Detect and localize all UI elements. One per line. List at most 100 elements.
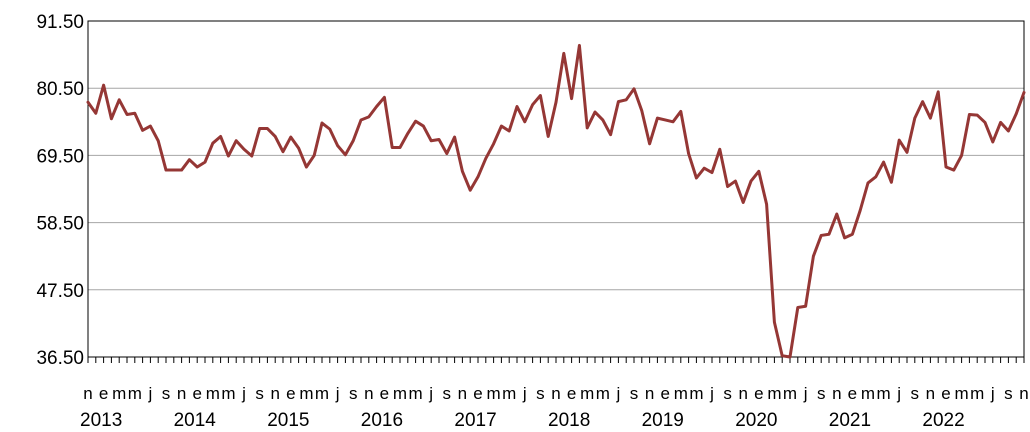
data-point	[1022, 91, 1026, 94]
data-point	[203, 160, 207, 164]
data-point	[866, 181, 870, 185]
x-month-label: m	[689, 384, 703, 403]
data-point	[937, 90, 940, 94]
x-month-label: j	[148, 384, 153, 403]
x-month-label: e	[99, 384, 108, 403]
x-month-label: e	[473, 384, 482, 403]
y-tick-label: 47.50	[36, 281, 84, 302]
series-line	[86, 43, 1026, 359]
x-month-label: s	[723, 384, 732, 403]
data-point	[188, 158, 191, 161]
y-tick-label: 80.50	[36, 79, 84, 100]
y-axis-tick-labels: 36.50 47.50 58.50 69.50 80.50 91.50	[36, 12, 84, 369]
data-point	[796, 306, 799, 309]
data-point	[882, 160, 885, 164]
data-point	[110, 117, 113, 120]
data-point	[874, 175, 877, 178]
data-point	[352, 139, 355, 142]
x-month-label: m	[970, 384, 984, 403]
data-point	[547, 135, 550, 138]
data-point	[757, 170, 760, 173]
data-point	[164, 168, 168, 172]
x-month-label: n	[270, 384, 279, 403]
data-point	[812, 255, 815, 258]
data-point	[671, 120, 675, 124]
x-month-label: m	[393, 384, 407, 403]
data-point	[437, 138, 441, 141]
data-point	[1007, 129, 1010, 133]
data-point	[734, 179, 737, 183]
x-month-label: m	[206, 384, 220, 403]
data-point	[625, 98, 628, 102]
x-month-label: m	[877, 384, 891, 403]
y-tick-label: 91.50	[36, 12, 84, 33]
data-point	[484, 157, 487, 160]
data-point	[679, 110, 682, 113]
data-point	[305, 165, 308, 169]
x-month-label: e	[660, 384, 669, 403]
x-month-label: e	[848, 384, 857, 403]
data-point	[913, 116, 916, 120]
data-point	[219, 135, 222, 138]
data-point	[250, 154, 253, 158]
data-point	[430, 139, 433, 142]
data-point	[718, 148, 721, 151]
x-month-label: e	[192, 384, 201, 403]
x-month-label: m	[783, 384, 797, 403]
data-point	[149, 124, 152, 128]
x-year-label: 2019	[642, 410, 684, 431]
data-point	[749, 179, 753, 183]
x-month-label: e	[380, 384, 389, 403]
data-point	[898, 138, 901, 142]
x-month-label: n	[364, 384, 373, 403]
x-year-label: 2015	[267, 410, 309, 431]
x-month-label: n	[926, 384, 935, 403]
data-point	[359, 118, 363, 122]
data-point	[664, 118, 667, 122]
data-point	[617, 100, 620, 103]
x-year-label: 2021	[829, 410, 871, 431]
data-point	[211, 141, 214, 145]
x-month-label: s	[817, 384, 826, 403]
x-month-label: s	[911, 384, 920, 403]
x-month-label: j	[335, 384, 340, 403]
data-point	[476, 175, 480, 178]
x-month-label: n	[1019, 384, 1028, 403]
data-point	[554, 101, 558, 104]
data-point	[781, 354, 784, 357]
data-point	[991, 140, 994, 144]
x-month-label: m	[409, 384, 423, 403]
axes	[87, 20, 1025, 358]
data-point	[289, 135, 292, 139]
data-point	[788, 355, 792, 359]
data-point	[274, 135, 277, 138]
data-point	[508, 129, 511, 133]
data-point	[227, 154, 230, 158]
x-month-label: s	[630, 384, 639, 403]
data-point	[609, 133, 612, 136]
data-point	[297, 146, 300, 150]
series	[86, 43, 1026, 359]
data-point	[765, 203, 768, 206]
x-month-label: m	[112, 384, 126, 403]
data-point	[414, 119, 417, 123]
data-point	[141, 129, 144, 132]
y-tick-label: 69.50	[36, 146, 84, 167]
x-month-label: n	[645, 384, 654, 403]
data-point	[125, 113, 129, 116]
x-month-label: n	[832, 384, 841, 403]
data-point	[632, 87, 636, 91]
x-month-label: j	[428, 384, 433, 403]
x-axis-tick-marks	[87, 357, 1025, 363]
data-point	[570, 97, 573, 100]
data-point	[266, 127, 269, 130]
x-month-label: j	[241, 384, 246, 403]
x-month-label: e	[941, 384, 950, 403]
x-month-label: m	[674, 384, 688, 403]
data-point	[742, 201, 745, 204]
data-point	[539, 94, 542, 97]
x-month-label: m	[580, 384, 594, 403]
x-month-label: m	[315, 384, 329, 403]
